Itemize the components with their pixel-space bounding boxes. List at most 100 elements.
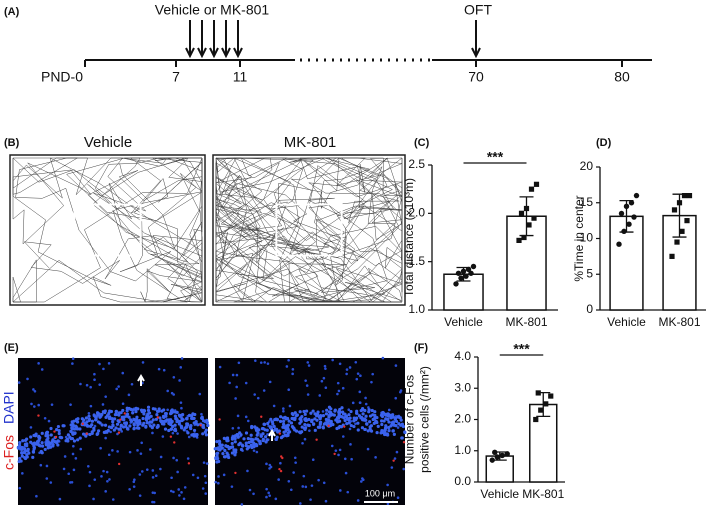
data-point (458, 275, 464, 281)
nucleus (403, 430, 407, 435)
nucleus (72, 439, 77, 443)
nucleus (396, 496, 400, 500)
nucleus (95, 432, 99, 436)
nucleus (183, 486, 187, 489)
nucleus (215, 452, 219, 456)
nucleus (400, 436, 404, 440)
nucleus (175, 418, 179, 422)
nucleus (92, 497, 95, 501)
nucleus (341, 435, 345, 438)
nucleus (204, 428, 208, 432)
nucleus (329, 422, 333, 426)
nucleus (170, 476, 173, 480)
nucleus (387, 429, 391, 433)
nucleus (287, 430, 292, 434)
nucleus (203, 474, 207, 478)
nucleus (45, 477, 49, 480)
nucleus (108, 416, 112, 420)
nucleus (59, 436, 63, 440)
tracks (9, 154, 406, 306)
nucleus (387, 420, 391, 424)
nucleus (370, 380, 373, 384)
nucleus (395, 450, 399, 454)
cfos (218, 418, 221, 421)
nucleus (266, 421, 270, 426)
nucleus (329, 419, 333, 424)
nucleus (72, 419, 76, 423)
nucleus (271, 422, 275, 426)
nucleus (384, 432, 388, 437)
nucleus (104, 490, 107, 493)
nucleus (236, 435, 240, 439)
data-point (618, 210, 625, 217)
nucleus (154, 474, 158, 478)
nucleus (102, 469, 105, 473)
y-tick-label: 0.0 (454, 474, 471, 488)
nucleus (313, 417, 317, 421)
nucleus (330, 444, 334, 448)
nucleus (282, 407, 285, 410)
nucleus (323, 364, 327, 368)
nucleus (109, 425, 114, 430)
cfos (260, 415, 263, 418)
nucleus (169, 489, 173, 493)
nucleus (162, 368, 166, 372)
nucleus (172, 393, 175, 396)
data-point (533, 181, 540, 187)
nucleus (368, 425, 372, 429)
nucleus (303, 422, 307, 427)
nucleus (84, 416, 88, 420)
nucleus (286, 433, 290, 437)
cfos (402, 441, 406, 444)
nucleus (121, 402, 125, 406)
nucleus (225, 436, 230, 440)
x-tick-label: MK-801 (522, 487, 564, 501)
panel-label: (C) (414, 137, 430, 149)
nucleus (147, 416, 151, 420)
nucleus (306, 361, 310, 364)
nucleus (214, 457, 218, 461)
y-tick-label: 1.0 (408, 302, 425, 316)
nucleus (283, 426, 288, 430)
y-axis-label: Total distance (×10³m) (402, 178, 416, 297)
data-point (548, 393, 554, 399)
nucleus (81, 432, 86, 436)
nucleus (76, 438, 80, 442)
nucleus (158, 416, 162, 420)
nucleus (37, 435, 41, 439)
nucleus (225, 439, 229, 443)
track-title: MK-801 (284, 134, 337, 151)
nucleus (318, 394, 322, 397)
data-point (684, 218, 690, 224)
nucleus (201, 487, 205, 490)
nucleus (43, 447, 47, 452)
nucleus (217, 475, 220, 478)
data-point (455, 270, 462, 276)
nucleus (20, 454, 24, 458)
nucleus (180, 491, 183, 494)
nucleus (265, 462, 268, 466)
nucleus (191, 412, 195, 416)
nucleus (233, 453, 237, 457)
nucleus (244, 381, 248, 385)
nucleus (259, 361, 263, 364)
nucleus (351, 401, 355, 405)
nucleus (375, 431, 379, 435)
arrow-head (471, 47, 481, 59)
nucleus (346, 490, 350, 494)
nucleus (171, 431, 175, 435)
nucleus (66, 433, 70, 437)
nucleus (396, 426, 400, 429)
nucleus (240, 503, 244, 506)
nucleus (303, 412, 307, 416)
nucleus (364, 414, 368, 418)
nucleus (152, 500, 156, 504)
timeline-tick: 80 (614, 69, 630, 85)
nucleus (315, 412, 320, 417)
nucleus (198, 392, 202, 396)
nucleus (132, 485, 136, 488)
nucleus (104, 436, 107, 440)
nucleus (185, 417, 189, 421)
nucleus (244, 415, 248, 419)
nucleus (281, 425, 285, 429)
